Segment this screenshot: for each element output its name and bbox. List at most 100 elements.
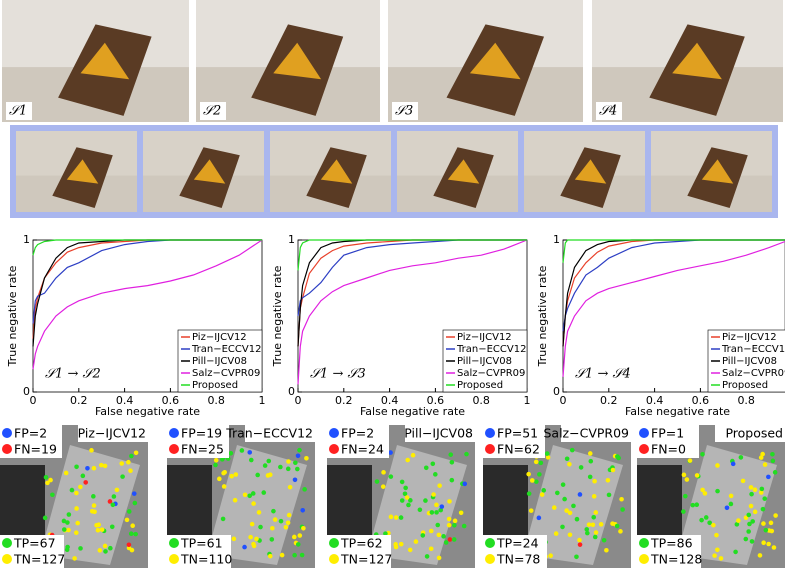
legend-dot — [639, 538, 649, 548]
keypoint — [682, 473, 687, 478]
keypoint — [399, 542, 404, 547]
keypoint — [540, 492, 545, 497]
keypoint — [746, 529, 751, 534]
x-tick-label: 0.2 — [335, 394, 353, 407]
keypoint — [568, 511, 573, 516]
keypoint — [565, 456, 570, 461]
keypoint — [715, 463, 720, 468]
keypoint — [453, 519, 458, 524]
keypoint — [588, 459, 593, 464]
fp-label: FP=2 — [341, 426, 374, 441]
photo-label: 𝒮2 — [203, 104, 221, 119]
keypoint — [234, 472, 239, 477]
keypoint — [615, 524, 620, 529]
fp-label: FP=51 — [497, 426, 538, 441]
keypoint — [769, 521, 774, 526]
tn-label: TN=127 — [340, 552, 392, 567]
keypoint — [736, 518, 741, 523]
keypoint — [302, 487, 307, 492]
keypoint — [575, 517, 580, 522]
legend-dot — [2, 554, 12, 564]
keypoint — [286, 521, 291, 526]
keypoint — [381, 470, 386, 475]
keypoint — [270, 526, 275, 531]
legend-dot — [169, 538, 179, 548]
keypoint — [112, 494, 117, 499]
keypoint — [527, 491, 532, 496]
legend-label: Proposed — [192, 380, 238, 391]
keypoint — [233, 498, 238, 503]
keypoint — [243, 492, 248, 497]
keypoint — [770, 452, 775, 457]
keypoint — [287, 513, 292, 518]
keypoint — [561, 482, 566, 487]
keypoint — [725, 506, 730, 511]
tn-label: TN=78 — [496, 552, 540, 567]
keypoint — [414, 539, 419, 544]
keypoint — [619, 497, 624, 502]
keypoint — [591, 515, 596, 520]
keypoint — [132, 491, 137, 496]
tp-label: TP=86 — [650, 536, 693, 551]
keypoint — [103, 544, 108, 549]
keypoint — [127, 509, 132, 514]
legend-dot — [2, 538, 12, 548]
keypoint — [448, 452, 453, 457]
keypoint — [592, 494, 597, 499]
legend-dot — [639, 428, 649, 438]
keypoint — [389, 474, 394, 479]
keypoint — [579, 465, 584, 470]
keypoint — [213, 463, 218, 468]
keypoint — [81, 474, 86, 479]
keypoint — [406, 503, 411, 508]
keypoint — [447, 523, 452, 528]
keypoint — [437, 533, 442, 538]
fp-label: FP=19 — [181, 426, 222, 441]
keypoint — [773, 513, 778, 518]
keypoint — [452, 523, 457, 528]
keypoint — [704, 515, 709, 520]
annotation: 𝒮1 → 𝒮3 — [310, 367, 366, 382]
keypoint — [588, 475, 593, 480]
keypoint — [766, 475, 771, 480]
keypoint — [604, 548, 609, 553]
keypoint — [570, 448, 575, 453]
keypoint — [229, 474, 234, 479]
keypoint — [764, 528, 769, 533]
legend-label: Pill−IJCV08 — [192, 356, 247, 367]
keypoint — [280, 553, 285, 558]
keypoint — [301, 526, 306, 531]
keypoint — [221, 471, 226, 476]
keypoint — [251, 501, 256, 506]
keypoint — [526, 472, 531, 477]
keypoint — [74, 491, 79, 496]
keypoint — [429, 546, 434, 551]
keypoint — [399, 515, 404, 520]
legend-dot — [485, 554, 495, 564]
x-tick-label: 0.8 — [737, 394, 755, 407]
x-tick-label: 0.2 — [600, 394, 618, 407]
legend-dot — [169, 428, 179, 438]
keypoint — [70, 488, 75, 493]
keypoint — [108, 546, 113, 551]
keypoint — [214, 458, 219, 463]
keypoint — [100, 527, 105, 532]
keypoint — [571, 504, 576, 509]
x-tick-label: 0 — [30, 394, 37, 407]
tp-label: TP=24 — [496, 536, 539, 551]
keypoint — [67, 512, 72, 517]
keypoint — [394, 515, 399, 520]
keypoint — [296, 454, 301, 459]
keypoint — [44, 475, 49, 480]
method-label: Tran−ECCV12 — [225, 426, 313, 441]
keypoint — [424, 465, 429, 470]
keypoint — [268, 554, 273, 559]
keypoint — [541, 488, 546, 493]
keypoint — [252, 544, 257, 549]
tn-label: TN=110 — [180, 552, 232, 567]
keypoint — [304, 456, 309, 461]
keypoint — [539, 461, 544, 466]
keypoint — [408, 548, 413, 553]
tn-label: TN=127 — [13, 552, 65, 567]
keypoint — [78, 485, 83, 490]
